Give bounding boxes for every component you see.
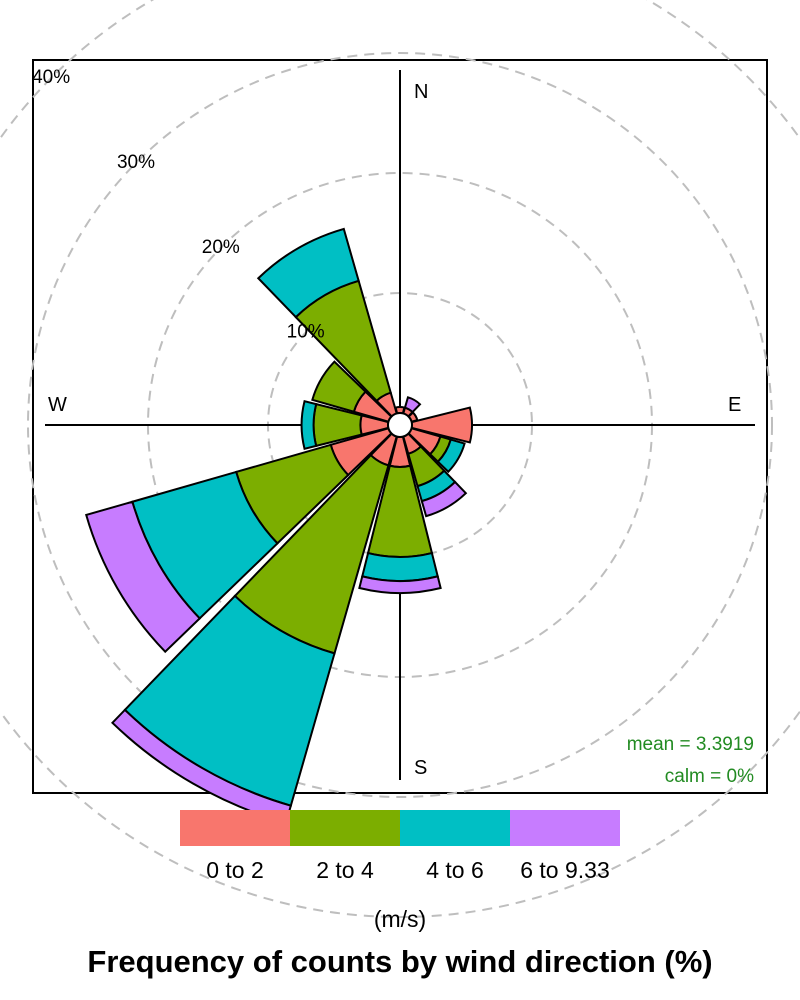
grid-circle-40 xyxy=(0,0,800,918)
legend-swatch-6-9 xyxy=(510,810,620,846)
wedge-240-3 xyxy=(85,500,202,654)
compass-w: W xyxy=(48,394,67,416)
mean-stat: mean = 3.3919 xyxy=(627,734,754,755)
wedge-180-3 xyxy=(358,575,442,594)
radial-tick-label: 10% xyxy=(287,322,325,343)
legend-label-4-6: 4 to 6 xyxy=(426,857,484,883)
wedge-180-2 xyxy=(361,551,439,582)
radial-tick-label: 40% xyxy=(32,67,70,88)
wedge-330-2 xyxy=(256,227,360,319)
legend-swatch-0-2 xyxy=(180,810,290,846)
wedge-120-2 xyxy=(436,438,466,474)
wedge-270-2 xyxy=(300,399,318,451)
units-label: (m/s) xyxy=(373,906,427,932)
compass-s: S xyxy=(414,757,427,779)
compass-n: N xyxy=(414,81,428,103)
legend-swatch-4-6 xyxy=(400,810,510,846)
legend-label-0-2: 0 to 2 xyxy=(206,857,264,883)
wedge-30-3 xyxy=(403,396,422,414)
chart-title: Frequency of counts by wind direction (%… xyxy=(87,944,713,979)
wedge-300-1 xyxy=(311,360,367,414)
wedge-150-3 xyxy=(420,480,468,518)
radial-tick-labels: 10% 20% 30% 40% xyxy=(32,67,325,343)
calm-stat: calm = 0% xyxy=(665,766,754,787)
compass-e: E xyxy=(728,394,741,416)
radial-tick-label: 30% xyxy=(117,152,155,173)
legend-swatch-2-4 xyxy=(290,810,400,846)
wedges xyxy=(85,227,473,825)
wedge-210-3 xyxy=(110,708,293,825)
grid-circle-30 xyxy=(27,52,773,798)
centre-hole xyxy=(387,412,413,438)
legend-label-2-4: 2 to 4 xyxy=(316,857,374,883)
legend-label-6-9: 6 to 9.33 xyxy=(520,857,610,883)
radial-tick-label: 20% xyxy=(202,237,240,258)
